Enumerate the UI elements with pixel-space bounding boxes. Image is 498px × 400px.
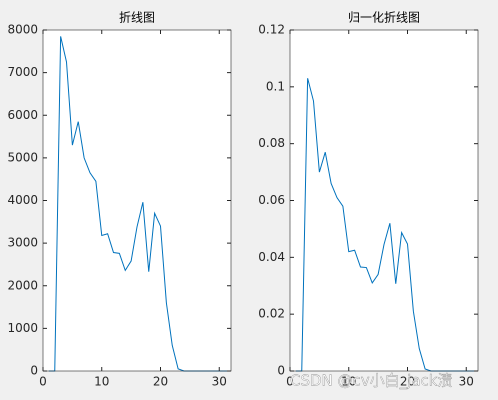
y-tick-label: 0.1	[266, 79, 285, 93]
x-tick-label: 10	[341, 375, 356, 389]
y-tick-label: 4000	[7, 193, 38, 207]
y-tick-label: 3000	[7, 236, 38, 250]
y-tick-label: 7000	[7, 65, 38, 79]
y-tick-label: 0	[277, 364, 285, 378]
x-tick-label: 10	[94, 375, 109, 389]
y-tick-label: 0.08	[258, 136, 285, 150]
x-tick-label: 20	[400, 375, 415, 389]
y-tick-label: 0.06	[258, 193, 285, 207]
y-tick-label: 0	[30, 364, 38, 378]
axes-background	[43, 30, 231, 371]
y-tick-label: 0.12	[258, 23, 285, 37]
watermark: CSDN @cv小白_jack渍	[290, 372, 452, 391]
y-tick-label: 6000	[7, 108, 38, 122]
y-tick-label: 0.04	[258, 250, 285, 264]
y-tick-label: 2000	[7, 278, 38, 292]
y-tick-label: 8000	[7, 23, 38, 37]
x-tick-label: 0	[286, 375, 294, 389]
y-tick-label: 5000	[7, 150, 38, 164]
x-tick-label: 0	[39, 375, 47, 389]
chart-title: 折线图	[119, 10, 155, 25]
x-tick-label: 30	[459, 375, 474, 389]
x-tick-label: 30	[212, 375, 227, 389]
y-tick-label: 1000	[7, 321, 38, 335]
chart-title: 归一化折线图	[348, 10, 420, 25]
axes-background	[290, 30, 478, 371]
y-tick-label: 0.02	[258, 307, 285, 321]
x-tick-label: 20	[153, 375, 168, 389]
